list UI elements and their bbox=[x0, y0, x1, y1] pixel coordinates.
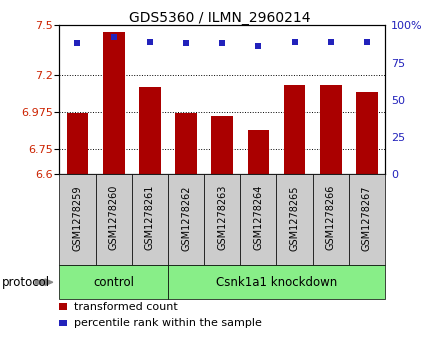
Text: GSM1278265: GSM1278265 bbox=[290, 185, 300, 250]
Point bbox=[327, 39, 334, 45]
Bar bbox=[284, 85, 305, 174]
Point bbox=[291, 39, 298, 45]
Text: transformed count: transformed count bbox=[74, 302, 178, 312]
Bar bbox=[211, 117, 233, 174]
Point bbox=[255, 43, 262, 49]
Text: GSM1278262: GSM1278262 bbox=[181, 185, 191, 250]
Text: GSM1278261: GSM1278261 bbox=[145, 185, 155, 250]
Bar bbox=[103, 32, 125, 174]
Point bbox=[183, 40, 190, 46]
Bar bbox=[139, 87, 161, 174]
Text: GSM1278266: GSM1278266 bbox=[326, 185, 336, 250]
Text: Csnk1a1 knockdown: Csnk1a1 knockdown bbox=[216, 276, 337, 289]
Text: GDS5360 / ILMN_2960214: GDS5360 / ILMN_2960214 bbox=[129, 11, 311, 25]
Text: protocol: protocol bbox=[2, 276, 50, 289]
Text: GSM1278259: GSM1278259 bbox=[73, 185, 82, 250]
Bar bbox=[356, 91, 378, 174]
Point bbox=[363, 39, 370, 45]
Text: control: control bbox=[93, 276, 134, 289]
Text: GSM1278263: GSM1278263 bbox=[217, 185, 227, 250]
Text: percentile rank within the sample: percentile rank within the sample bbox=[74, 318, 262, 328]
Point bbox=[219, 40, 226, 46]
Point bbox=[110, 34, 117, 40]
Bar bbox=[248, 130, 269, 174]
Text: GSM1278267: GSM1278267 bbox=[362, 185, 372, 250]
Text: GSM1278264: GSM1278264 bbox=[253, 185, 264, 250]
Point bbox=[74, 40, 81, 46]
Text: GSM1278260: GSM1278260 bbox=[109, 185, 119, 250]
Point bbox=[147, 39, 154, 45]
Bar bbox=[320, 85, 341, 174]
Bar bbox=[175, 113, 197, 174]
Bar bbox=[66, 113, 88, 174]
